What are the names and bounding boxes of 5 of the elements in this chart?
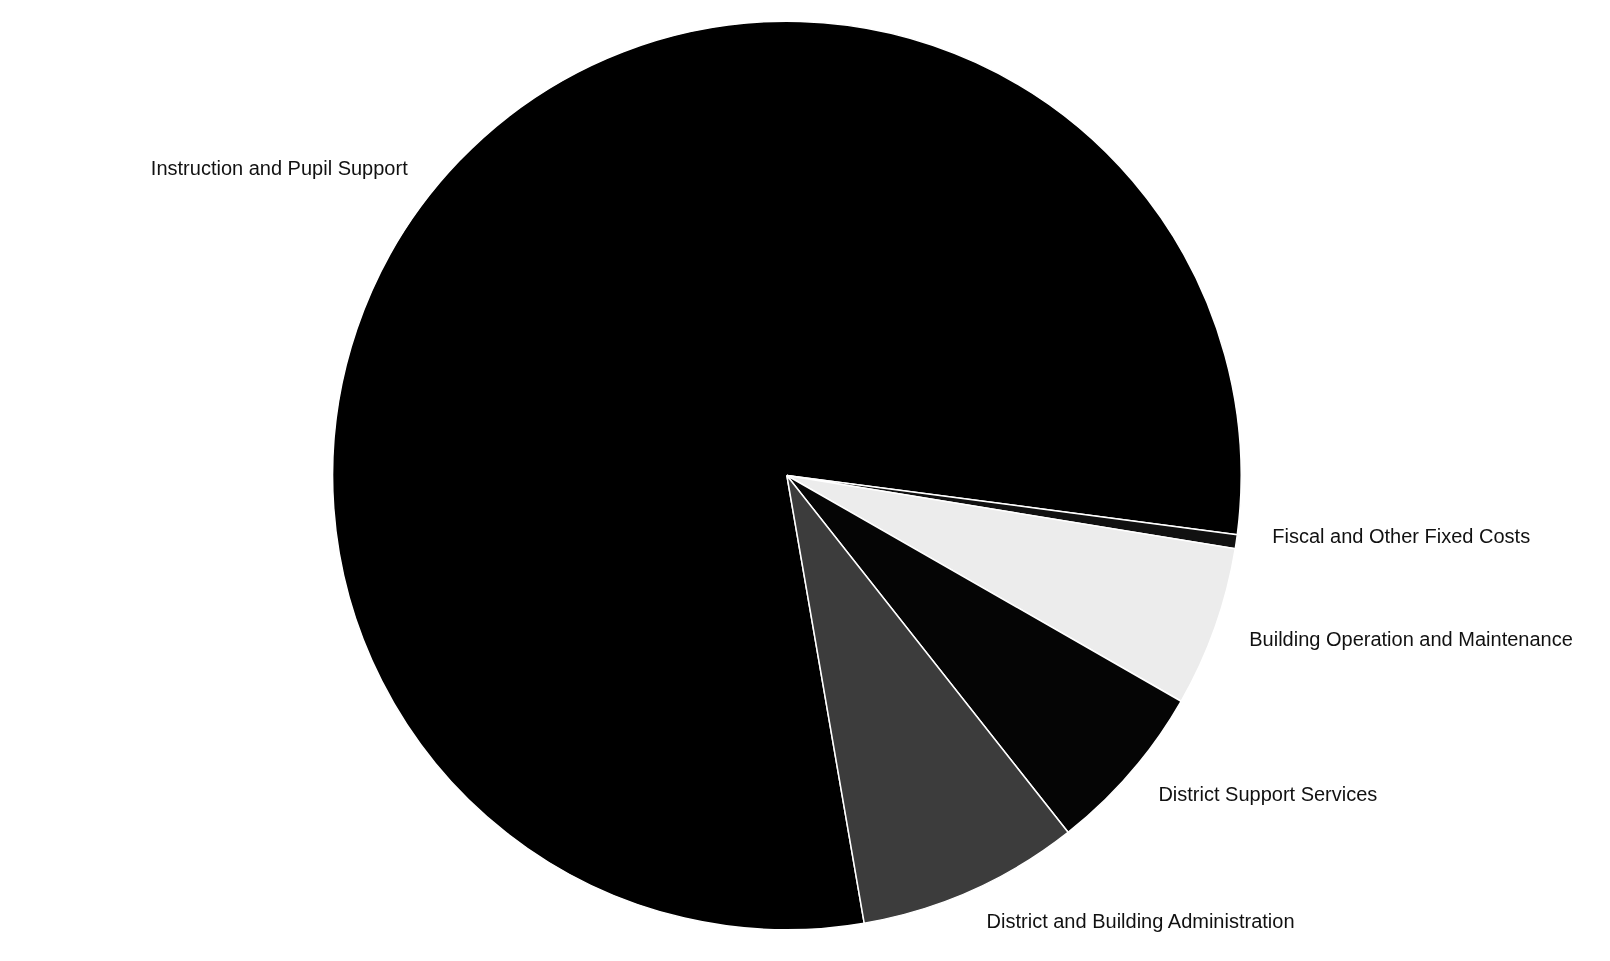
slice-label: Instruction and Pupil Support [150,157,409,180]
slice-label: Building Operation and Maintenance [1249,627,1573,650]
slice-label: District Support Services [1158,783,1378,806]
slice-label: District and Building Administration [986,910,1295,933]
slice-label: Fiscal and Other Fixed Costs [1272,524,1531,547]
